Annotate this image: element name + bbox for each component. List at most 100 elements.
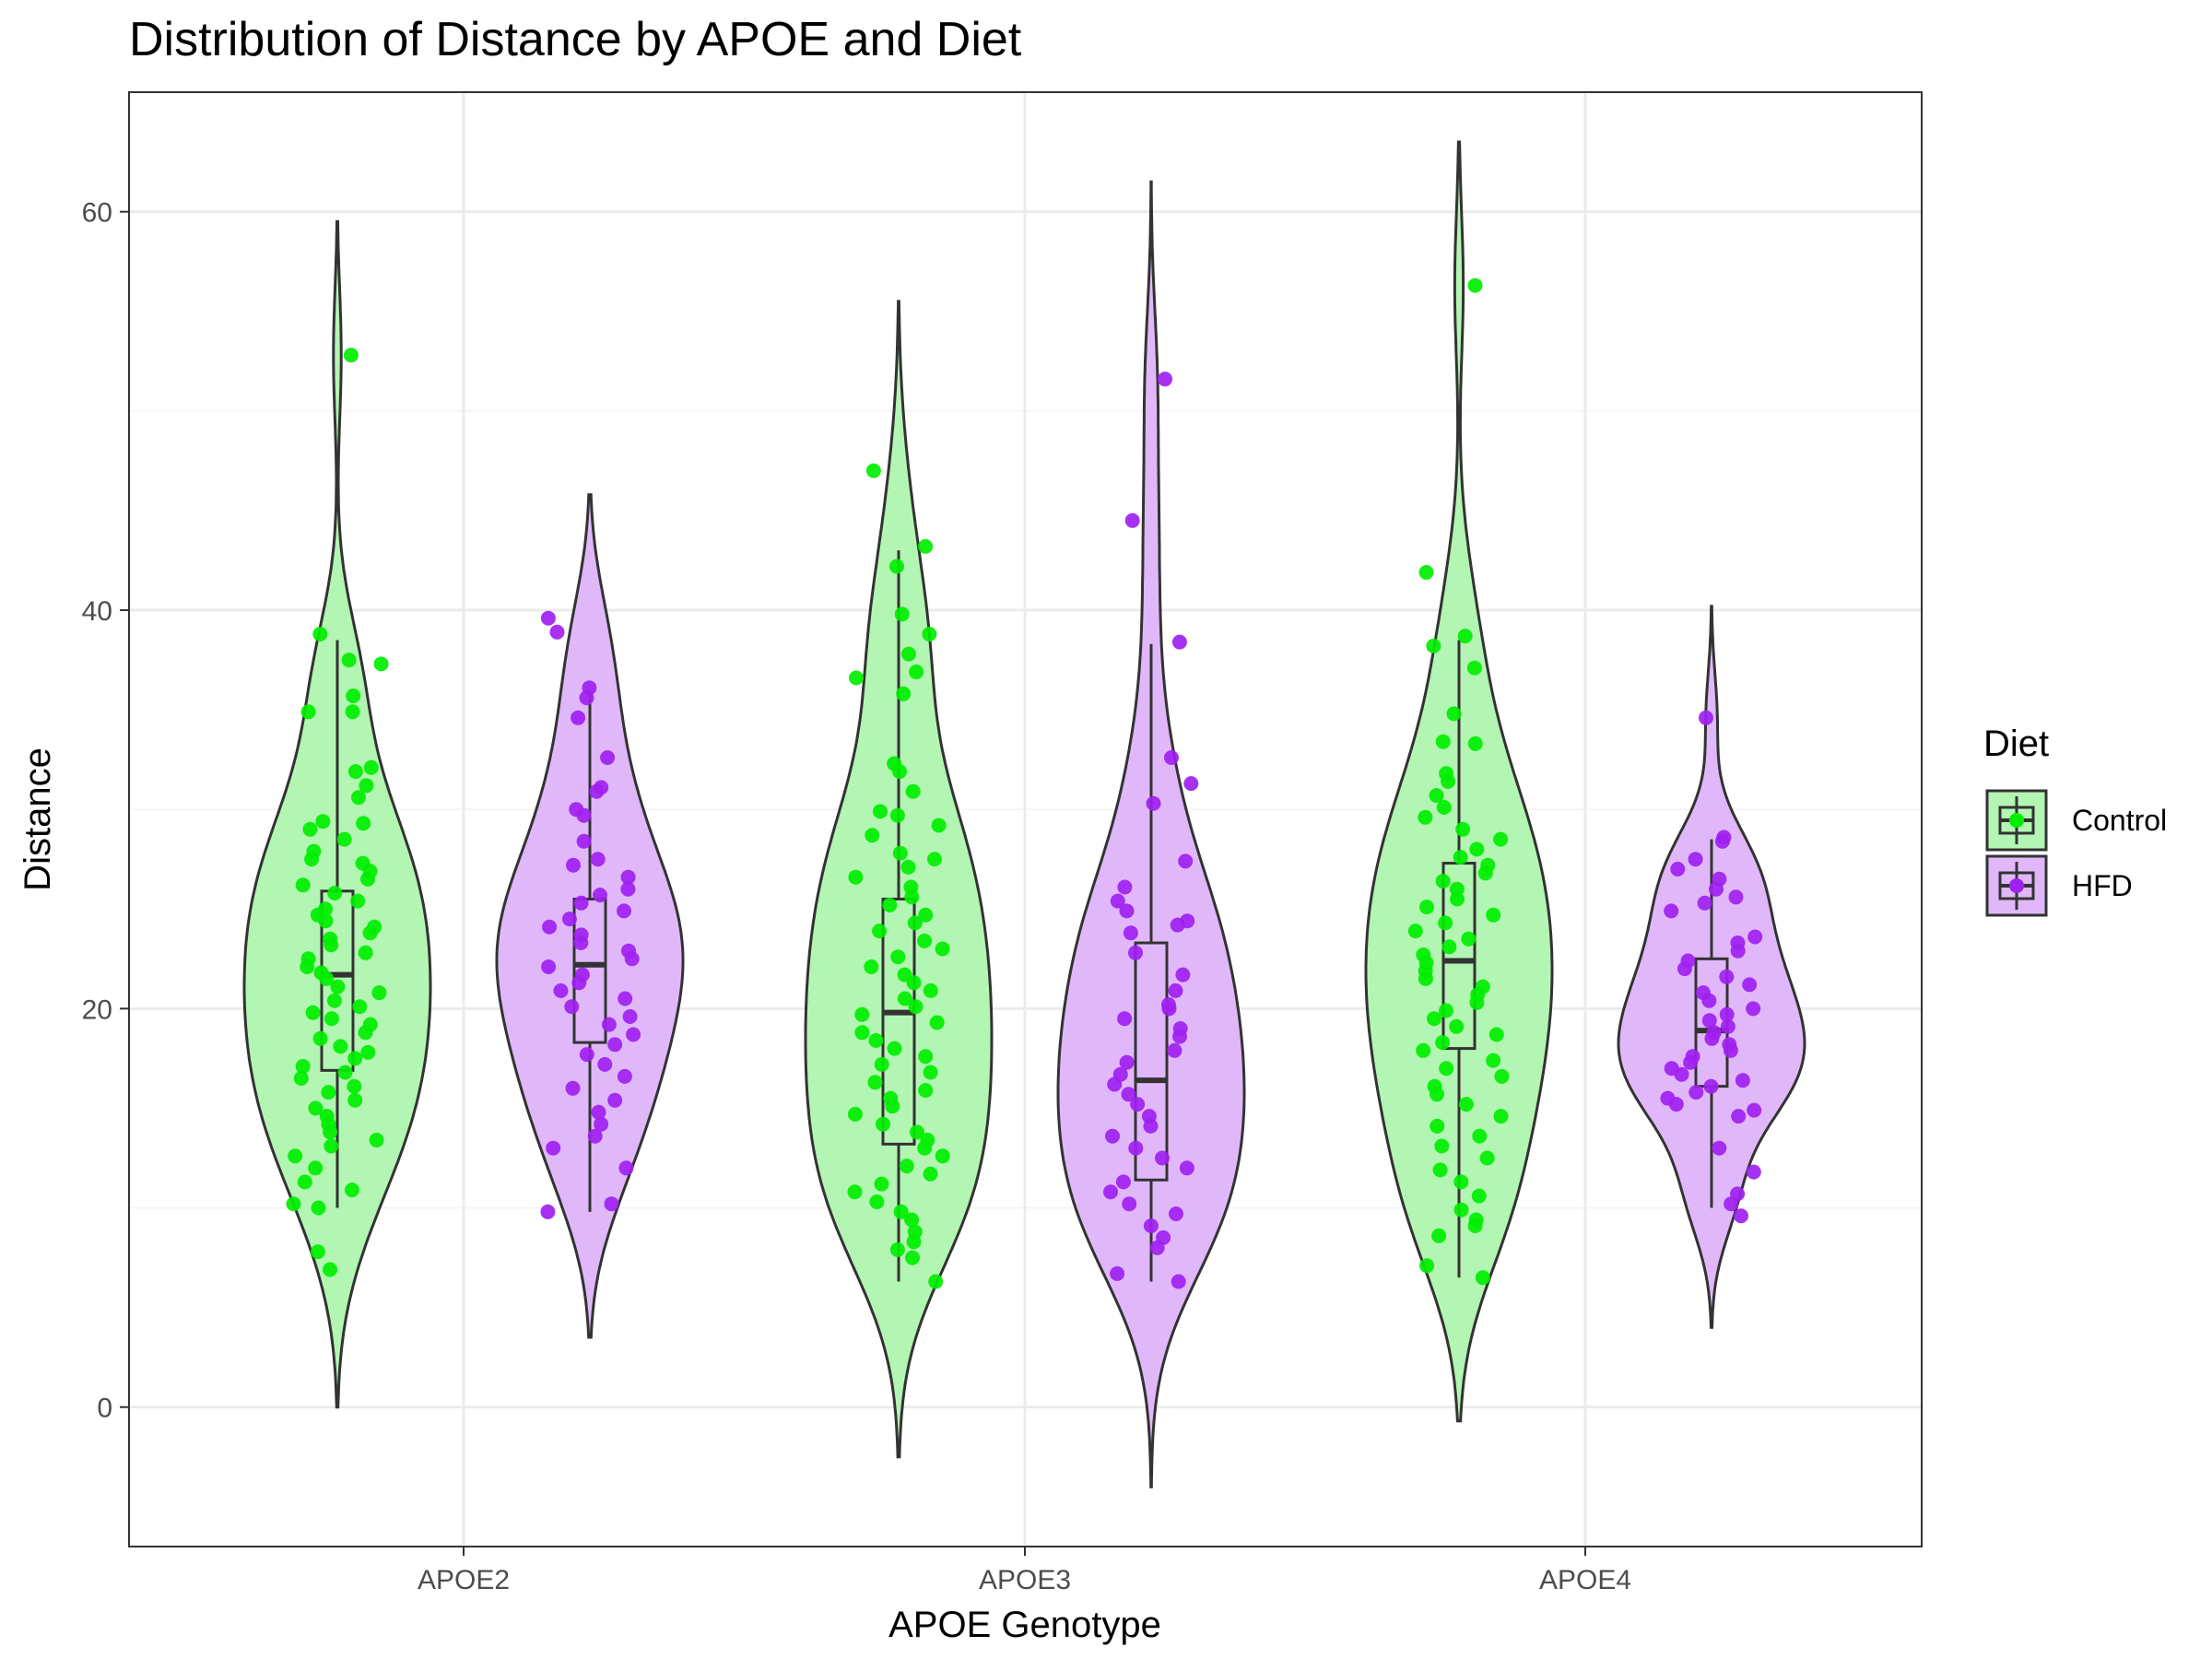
data-point [310, 1244, 325, 1260]
data-point [360, 871, 375, 887]
data-point [1123, 925, 1138, 941]
data-point [601, 1017, 617, 1032]
data-point [1128, 945, 1143, 960]
data-point [887, 1041, 902, 1056]
data-point [604, 1196, 619, 1212]
data-point [905, 1250, 920, 1265]
data-point [1143, 1218, 1159, 1233]
data-point [872, 924, 888, 939]
data-point [607, 1037, 623, 1053]
data-point [1164, 750, 1179, 765]
data-point [315, 814, 331, 830]
data-point [324, 1138, 339, 1154]
data-point [1171, 1274, 1186, 1289]
data-point [907, 915, 923, 931]
y-tick-label: 40 [82, 596, 112, 627]
data-point [1419, 900, 1434, 915]
data-point [1723, 1042, 1738, 1058]
data-point [300, 959, 315, 974]
data-point [1432, 1162, 1448, 1178]
data-point [896, 686, 912, 701]
data-point [1407, 924, 1423, 939]
data-point [1677, 961, 1692, 977]
data-point [1453, 1174, 1469, 1190]
data-point [1477, 865, 1493, 881]
data-point [1121, 1087, 1136, 1102]
data-point [1720, 1018, 1735, 1034]
data-point [899, 1159, 914, 1174]
data-point [1143, 1118, 1159, 1134]
data-point [1467, 1218, 1483, 1233]
data-point [1450, 891, 1465, 907]
data-point [908, 999, 924, 1015]
data-point [923, 982, 938, 998]
data-point [566, 857, 581, 873]
violin-hfd-apoe2 [495, 493, 685, 1339]
data-point [1419, 1258, 1435, 1274]
data-point [1709, 881, 1724, 897]
data-point [308, 1160, 324, 1176]
data-point [337, 1065, 353, 1080]
data-point [360, 1044, 376, 1060]
data-point [564, 999, 580, 1015]
legend-title: Diet [1983, 724, 2049, 764]
data-point [873, 804, 888, 819]
data-point [1712, 1140, 1727, 1156]
data-point [321, 1085, 336, 1100]
data-point [565, 1080, 581, 1096]
data-point [922, 627, 937, 641]
jitter-points [286, 277, 1763, 1289]
data-point [1457, 629, 1473, 644]
data-point [620, 881, 636, 897]
data-point [1158, 371, 1172, 387]
data-point [1426, 638, 1441, 653]
data-point [909, 665, 924, 679]
data-point [900, 859, 916, 875]
data-point [865, 828, 880, 843]
data-point [358, 945, 373, 960]
data-point [312, 1030, 328, 1046]
data-point [935, 1148, 950, 1164]
data-point [1668, 1097, 1684, 1112]
data-point [1427, 1011, 1441, 1027]
data-point [1731, 1109, 1747, 1124]
data-point [1746, 1001, 1761, 1017]
data-point [352, 999, 368, 1015]
data-point [1103, 1184, 1118, 1200]
data-point [347, 764, 363, 780]
data-point [1469, 994, 1485, 1010]
data-point [347, 1078, 362, 1094]
data-point [626, 1027, 641, 1042]
data-point [906, 975, 922, 991]
data-point [867, 1075, 883, 1090]
data-point [1179, 1160, 1194, 1176]
data-point [541, 959, 557, 974]
data-point [305, 1005, 321, 1020]
data-point [1441, 773, 1456, 789]
y-axis-title: Distance [18, 747, 58, 891]
data-point [304, 852, 320, 867]
data-point [1161, 1001, 1177, 1017]
data-point [1486, 1053, 1501, 1068]
data-point [1117, 1011, 1133, 1027]
data-point [1171, 634, 1187, 650]
data-point [300, 704, 316, 720]
data-point [1430, 1087, 1444, 1102]
data-point [359, 778, 374, 794]
data-point [849, 670, 864, 686]
data-point [931, 818, 947, 833]
data-point [894, 606, 910, 622]
data-point [1172, 1029, 1187, 1044]
data-point [617, 1068, 632, 1084]
data-point [1436, 800, 1452, 815]
data-point [546, 1140, 561, 1156]
data-point [1416, 1042, 1431, 1058]
data-point [341, 653, 357, 668]
data-point [892, 764, 907, 780]
data-point [1439, 1003, 1453, 1018]
data-point [1430, 1118, 1445, 1134]
data-point [1467, 277, 1483, 293]
data-point [1461, 931, 1477, 947]
data-point [1664, 903, 1679, 919]
data-point [1466, 660, 1482, 676]
